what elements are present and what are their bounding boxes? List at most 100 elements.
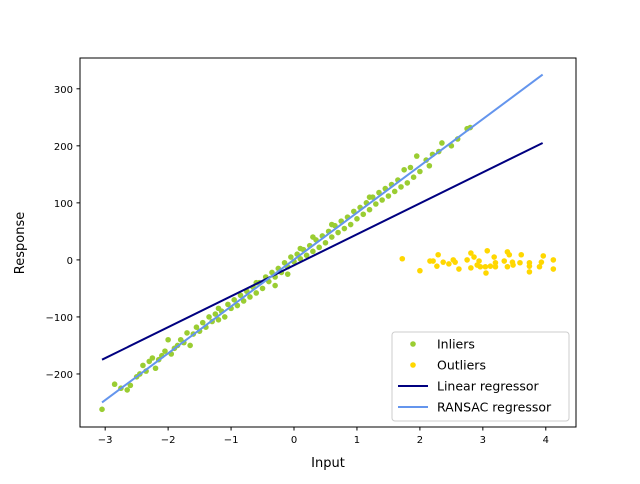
inlier-point xyxy=(316,244,322,251)
inlier-point xyxy=(111,381,118,388)
inlier-point xyxy=(385,193,392,199)
inlier-point xyxy=(234,302,241,309)
outlier-point xyxy=(506,251,513,258)
inlier-point xyxy=(152,365,159,372)
x-tick-label: 2 xyxy=(417,435,423,446)
inlier-point xyxy=(410,174,417,180)
outlier-point xyxy=(430,258,436,264)
inlier-point xyxy=(366,206,373,213)
inlier-point xyxy=(328,234,335,240)
inlier-point xyxy=(284,271,291,277)
outlier-point xyxy=(526,269,533,275)
inlier-point xyxy=(303,252,310,259)
outlier-point xyxy=(526,263,533,269)
inlier-point xyxy=(240,298,247,304)
x-tick-label: −3 xyxy=(98,435,113,446)
inlier-point xyxy=(253,290,260,296)
inlier-point xyxy=(165,336,171,343)
inlier-point xyxy=(376,189,382,196)
inlier-point xyxy=(162,348,168,354)
y-tick-label: 300 xyxy=(54,85,73,96)
inlier-point xyxy=(379,197,385,203)
outlier-point xyxy=(476,258,482,264)
outlier-point xyxy=(468,265,474,271)
outlier-point xyxy=(501,258,508,264)
inlier-point xyxy=(259,285,266,292)
inlier-point xyxy=(206,314,212,320)
x-tick-label: 4 xyxy=(543,435,549,446)
inlier-point xyxy=(215,316,222,323)
inlier-point xyxy=(184,330,190,336)
outlier-point xyxy=(477,263,484,270)
inlier-point xyxy=(391,188,398,195)
inlier-point xyxy=(407,164,414,171)
outlier-point xyxy=(435,251,441,258)
outlier-point xyxy=(518,251,525,258)
inlier-point xyxy=(401,166,407,173)
outlier-point xyxy=(536,263,543,270)
outlier-point xyxy=(484,247,491,254)
inlier-point xyxy=(404,180,411,186)
outlier-point xyxy=(440,259,446,265)
outlier-point xyxy=(446,261,452,267)
inlier-point xyxy=(366,194,373,200)
legend-label: Outliers xyxy=(437,358,486,373)
inlier-point xyxy=(281,259,288,266)
legend-box xyxy=(391,331,570,422)
inlier-point xyxy=(413,153,420,159)
outlier-point xyxy=(468,250,474,256)
outlier-point xyxy=(550,257,557,263)
inlier-point xyxy=(231,297,238,303)
x-tick-label: 1 xyxy=(354,435,360,446)
outlier-point xyxy=(456,266,462,272)
inlier-point xyxy=(335,229,341,236)
inlier-point xyxy=(322,239,329,246)
legend-marker xyxy=(410,362,416,368)
legend: Inliers Outliers Linear regressor RANSAC re… xyxy=(391,331,570,422)
legend-label: RANSAC regressor xyxy=(437,400,552,415)
outlier-point xyxy=(487,263,494,269)
y-tick-label: −200 xyxy=(46,370,73,381)
inlier-point xyxy=(297,255,304,262)
inlier-point xyxy=(215,305,222,312)
inlier-point xyxy=(193,324,200,330)
inlier-point xyxy=(140,362,146,369)
inlier-point xyxy=(297,245,304,252)
outlier-point xyxy=(482,263,489,270)
x-tick-label: −2 xyxy=(161,435,176,446)
outlier-point xyxy=(434,263,440,269)
outlier-point xyxy=(504,263,511,270)
ransac-regressor-line xyxy=(101,73,544,404)
outlier-point xyxy=(540,253,547,259)
y-axis-label: Response xyxy=(13,212,28,274)
linear-regressor-line xyxy=(101,142,544,361)
legend-marker xyxy=(410,341,416,347)
inlier-point xyxy=(124,387,131,393)
plot-frame xyxy=(79,57,577,428)
legend-label: Inliers xyxy=(437,337,475,352)
inlier-point xyxy=(199,319,206,326)
legend-label: Linear regressor xyxy=(437,379,540,394)
inlier-point xyxy=(149,355,156,361)
y-tick-label: −100 xyxy=(46,313,73,324)
x-axis-label: Input xyxy=(311,456,345,471)
x-tick-label: −1 xyxy=(224,435,239,446)
outlier-point xyxy=(492,263,499,270)
y-tick-label: 100 xyxy=(54,199,73,210)
outlier-point xyxy=(471,254,477,260)
inlier-point xyxy=(212,311,219,317)
inlier-point xyxy=(225,301,231,308)
inlier-point xyxy=(187,342,193,349)
outlier-point xyxy=(483,270,489,276)
inlier-point xyxy=(426,162,433,169)
inlier-point xyxy=(99,406,105,413)
y-tick-label: 200 xyxy=(54,142,73,153)
inlier-point xyxy=(373,201,379,207)
outlier-point xyxy=(538,259,545,265)
inlier-point xyxy=(221,314,228,320)
outlier-point xyxy=(399,255,406,262)
inlier-point xyxy=(417,168,423,175)
inlier-point xyxy=(439,140,445,146)
inlier-point xyxy=(398,184,404,190)
